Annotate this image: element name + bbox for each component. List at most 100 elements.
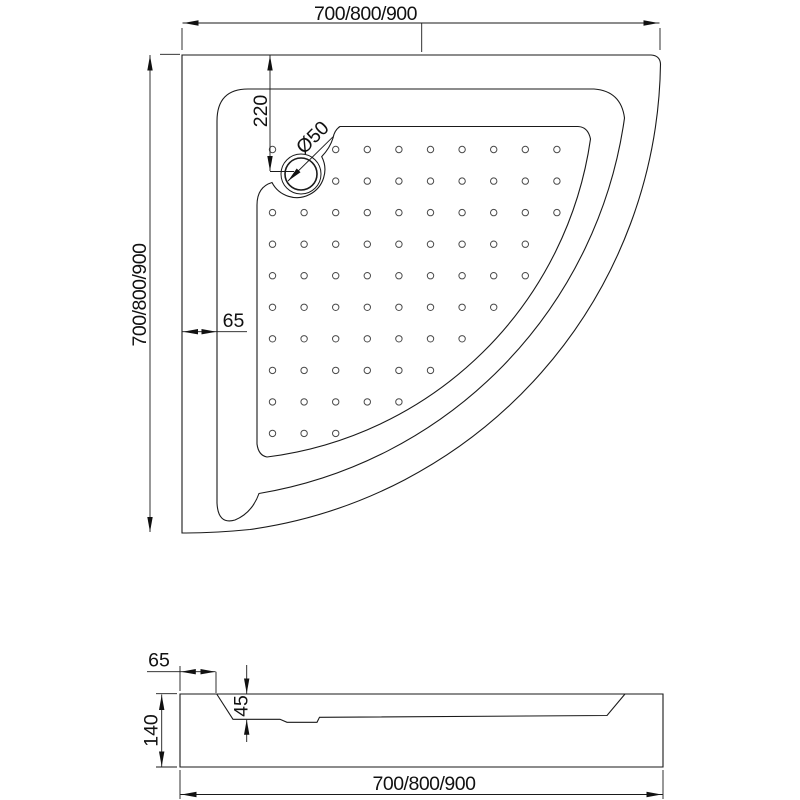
anti-slip-dot xyxy=(268,335,277,343)
anti-slip-dot xyxy=(332,177,340,185)
arrowhead xyxy=(183,329,198,335)
top-width-dimension-label: 700/800/900 xyxy=(314,3,418,25)
anti-slip-dot xyxy=(268,366,277,375)
anti-slip-dot xyxy=(395,177,403,185)
anti-slip-dot xyxy=(490,145,498,154)
arrowhead xyxy=(200,669,216,675)
anti-slip-dot xyxy=(458,303,466,311)
arrowhead xyxy=(243,678,250,694)
anti-slip-dot xyxy=(553,208,561,217)
arrowhead xyxy=(183,20,199,26)
anti-slip-dot xyxy=(300,335,308,343)
basin-profile xyxy=(216,693,626,723)
dimension-drain-diameter: Ø50 xyxy=(287,117,334,182)
anti-slip-dot xyxy=(363,398,371,406)
anti-slip-dot xyxy=(458,208,466,217)
drain-offset-dimension-label: 220 xyxy=(250,95,272,128)
anti-slip-dot xyxy=(268,303,277,311)
anti-slip-dot xyxy=(332,208,340,217)
anti-slip-dots xyxy=(268,145,561,438)
dimension-basin-depth: 45 xyxy=(231,665,253,742)
arrowhead xyxy=(288,168,301,181)
anti-slip-dot xyxy=(458,335,466,343)
anti-slip-dot xyxy=(458,240,466,248)
arrowhead xyxy=(181,791,197,798)
anti-slip-dot xyxy=(363,303,371,311)
section-outline xyxy=(179,693,664,768)
anti-slip-dot xyxy=(458,145,466,154)
dimension-rim-width-top: 65 xyxy=(182,310,247,335)
arrowhead xyxy=(646,791,662,798)
anti-slip-dot xyxy=(521,272,529,280)
anti-slip-dot xyxy=(268,398,277,406)
rim-width-dimension-label: 65 xyxy=(223,310,245,332)
arrowhead xyxy=(147,55,153,71)
anti-slip-dot xyxy=(268,145,277,154)
section-rim-width-label: 65 xyxy=(148,650,170,672)
anti-slip-dot xyxy=(395,145,403,154)
anti-slip-dot xyxy=(300,272,308,280)
anti-slip-dot xyxy=(426,366,435,375)
anti-slip-dot xyxy=(332,335,340,343)
anti-slip-dot xyxy=(363,145,371,154)
dimension-total-height: 140 xyxy=(141,693,177,768)
anti-slip-dot xyxy=(395,398,403,406)
anti-slip-dot xyxy=(426,240,435,248)
anti-slip-dot xyxy=(332,145,340,154)
anti-slip-dot xyxy=(395,366,403,375)
anti-slip-dot xyxy=(395,335,403,343)
section-view: 65 45 140 700/800/900 xyxy=(141,650,664,799)
arrowhead xyxy=(201,329,217,335)
anti-slip-dot xyxy=(332,272,340,280)
anti-slip-dot xyxy=(426,303,435,311)
left-height-dimension-label: 700/800/900 xyxy=(129,243,151,347)
arrowhead xyxy=(158,751,165,767)
dimension-bottom-width: 700/800/900 xyxy=(179,770,664,799)
arrowhead xyxy=(147,517,153,532)
anti-slip-dot xyxy=(426,177,435,185)
anti-slip-dot xyxy=(363,177,371,185)
anti-slip-dot xyxy=(332,366,340,375)
anti-slip-dot xyxy=(363,335,371,343)
anti-slip-dot xyxy=(332,240,340,248)
anti-slip-dot xyxy=(426,335,435,343)
anti-slip-dot xyxy=(521,208,529,217)
anti-slip-dot xyxy=(490,177,498,185)
arrowhead xyxy=(643,20,659,26)
anti-slip-dot xyxy=(490,240,498,248)
anti-slip-dot xyxy=(363,208,371,217)
dimension-top-width: 700/800/900 xyxy=(181,3,661,52)
anti-slip-dot xyxy=(268,240,277,248)
anti-slip-dot xyxy=(426,272,435,280)
anti-slip-dot xyxy=(553,177,561,185)
anti-slip-dot xyxy=(458,177,466,185)
anti-slip-dot xyxy=(300,240,308,248)
anti-slip-dot xyxy=(490,208,498,217)
anti-slip-dot xyxy=(300,303,308,311)
anti-slip-dot xyxy=(395,272,403,280)
anti-slip-dot xyxy=(426,145,435,154)
basin-depth-label: 45 xyxy=(231,695,253,717)
arrowhead xyxy=(267,156,273,171)
anti-slip-dot xyxy=(490,272,498,280)
dimension-drain-offset: 220 xyxy=(250,55,294,172)
anti-slip-dot xyxy=(268,272,277,280)
rim-contour xyxy=(216,88,626,522)
anti-slip-dot xyxy=(300,366,308,375)
anti-slip-dot xyxy=(521,145,529,154)
anti-slip-dot xyxy=(268,208,277,217)
anti-slip-dot xyxy=(332,429,340,438)
arrowhead xyxy=(180,669,196,675)
total-height-label: 140 xyxy=(141,714,163,747)
anti-slip-dot xyxy=(363,366,371,375)
drain xyxy=(280,153,322,195)
anti-slip-dot xyxy=(300,208,308,217)
anti-slip-dot xyxy=(300,429,308,438)
anti-slip-dot xyxy=(332,398,340,406)
anti-slip-dot xyxy=(395,303,403,311)
anti-slip-dot xyxy=(268,429,277,438)
outer-contour xyxy=(181,54,662,534)
anti-slip-dot xyxy=(521,177,529,185)
anti-slip-dot xyxy=(332,303,340,311)
